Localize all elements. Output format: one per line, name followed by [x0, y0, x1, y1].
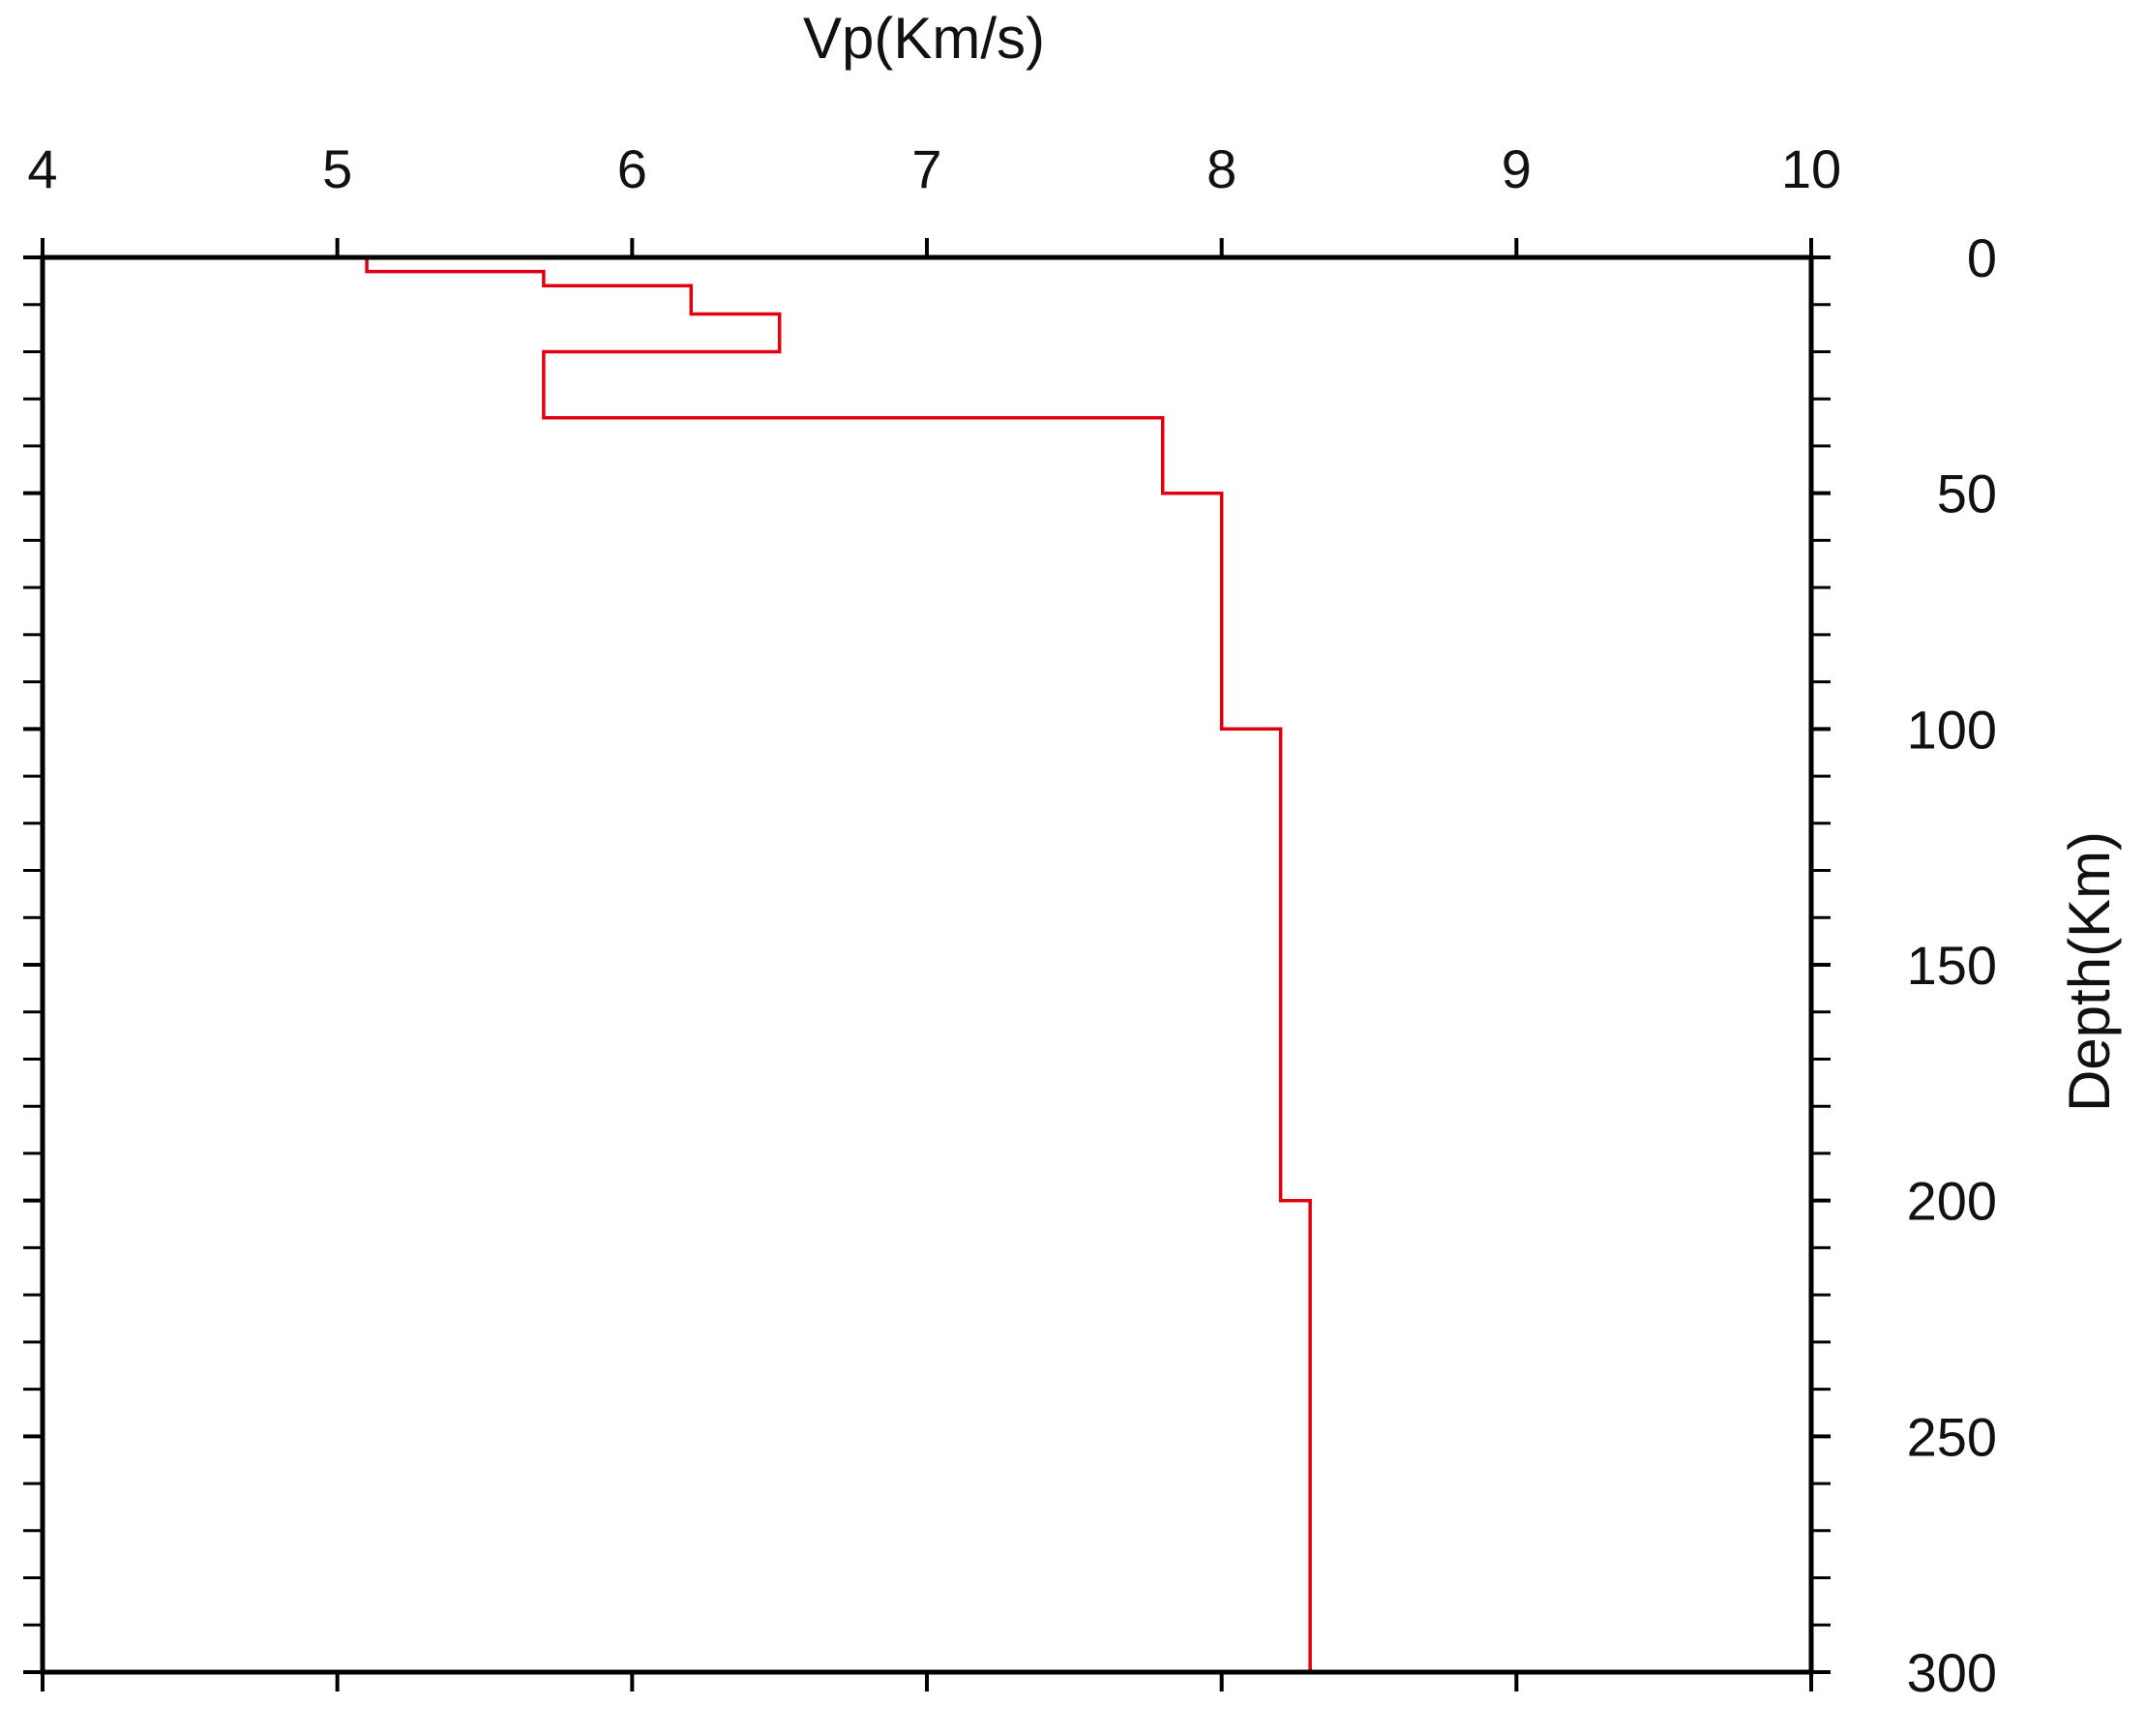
major-ticks	[23, 238, 1831, 1691]
y-tick-label: 50	[1937, 464, 1997, 524]
x-tick-label: 5	[322, 138, 352, 199]
x-tick-label: 9	[1502, 138, 1532, 199]
x-tick-label: 10	[1781, 138, 1841, 199]
x-tick-label: 8	[1207, 138, 1236, 199]
x-tick-label: 4	[27, 138, 57, 199]
y-tick-label: 150	[1907, 935, 1997, 996]
velocity-profile-line	[365, 257, 1312, 1672]
y-tick-labels: 0 50 100 150 200 250 300	[1907, 227, 1997, 1703]
y-tick-label: 200	[1907, 1171, 1997, 1232]
y-tick-label: 0	[1967, 227, 1997, 288]
y-tick-label: 100	[1907, 699, 1997, 760]
x-tick-labels: 4 5 6 7 8 9 10	[27, 138, 1841, 199]
y-axis-title: Depth(Km)	[2057, 831, 2122, 1112]
x-tick-label: 7	[911, 138, 941, 199]
minor-ticks	[23, 303, 1831, 1627]
x-axis-title: Vp(Km/s)	[803, 6, 1045, 71]
y-tick-label: 300	[1907, 1642, 1997, 1703]
x-tick-label: 6	[617, 138, 647, 199]
y-tick-label: 250	[1907, 1406, 1997, 1467]
plot-frame	[40, 254, 1814, 1675]
